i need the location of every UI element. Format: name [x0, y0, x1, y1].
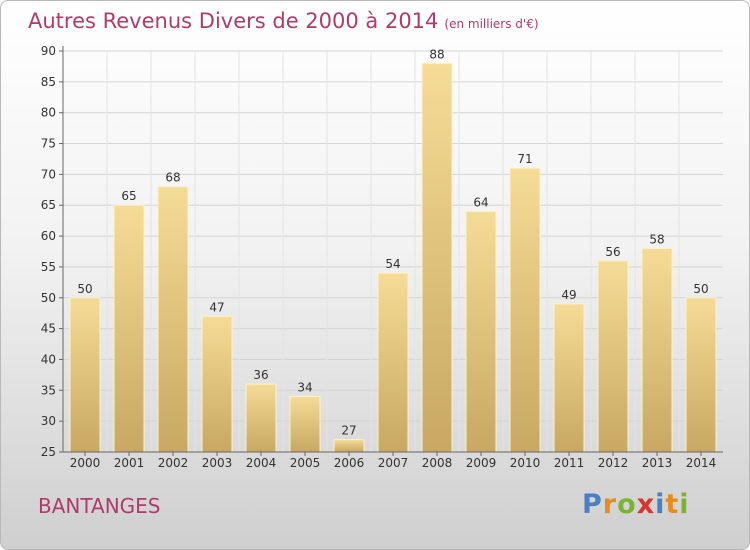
data-label-2013: 58: [649, 232, 664, 246]
y-tick-label: 25: [41, 445, 56, 459]
bar-2014: [685, 297, 717, 453]
data-label-2000: 50: [77, 282, 92, 296]
bar-2002: [157, 186, 189, 453]
x-tick-label-2013: 2013: [642, 456, 673, 470]
data-label-2014: 50: [693, 282, 708, 296]
x-tick-label-2006: 2006: [334, 456, 365, 470]
y-tick-label: 60: [41, 229, 56, 243]
data-label-2011: 49: [561, 288, 576, 302]
y-tick-label: 90: [41, 44, 56, 58]
y-tick-label: 30: [41, 414, 56, 428]
x-tick-label-2009: 2009: [466, 456, 497, 470]
bar-2010: [509, 167, 541, 453]
x-tick-label-2001: 2001: [114, 456, 145, 470]
x-tick-label-2007: 2007: [378, 456, 409, 470]
y-tick-label: 70: [41, 167, 56, 181]
logo-letter: P: [582, 489, 603, 520]
bar-2012: [597, 260, 629, 453]
y-tick-label: 75: [41, 137, 56, 151]
data-label-2006: 27: [341, 424, 356, 438]
logo-letter: t: [665, 489, 680, 520]
chart-title: Autres Revenus Divers de 2000 à 2014 (en …: [28, 9, 539, 33]
data-label-2009: 64: [473, 195, 488, 209]
commune-name: BANTANGES: [38, 494, 161, 518]
bar-2004: [245, 383, 277, 453]
y-tick-label: 50: [41, 291, 56, 305]
data-labels: 50 65 68 47 36 34 27 54 88 64 71 49 56 58 50: [77, 47, 708, 437]
y-tick-label: 85: [41, 75, 56, 89]
x-tick-label-2014: 2014: [686, 456, 717, 470]
x-tick-label-2005: 2005: [290, 456, 321, 470]
bar-2001: [113, 204, 145, 453]
bar-2005: [289, 395, 321, 453]
bar-2006: [333, 439, 365, 453]
data-label-2001: 65: [121, 189, 136, 203]
x-tick-label-2000: 2000: [70, 456, 101, 470]
x-tick-label-2008: 2008: [422, 456, 453, 470]
chart-title-text: Autres Revenus Divers de 2000 à 2014: [28, 9, 439, 33]
data-label-2002: 68: [165, 171, 180, 185]
bar-2003: [201, 315, 233, 453]
x-tick-label-2012: 2012: [598, 456, 629, 470]
logo-letter: x: [636, 489, 656, 520]
logo-letter: i: [679, 489, 690, 520]
data-label-2005: 34: [297, 380, 312, 394]
x-tick-label-2002: 2002: [158, 456, 189, 470]
logo-letter: r: [602, 489, 618, 520]
bar-2000: [69, 297, 101, 453]
bars: [69, 62, 717, 453]
y-tick-label: 35: [41, 383, 56, 397]
y-tick-label: 80: [41, 106, 56, 120]
data-label-2012: 56: [605, 245, 620, 259]
chart-subtitle: (en milliers d'€): [444, 17, 539, 31]
y-tick-label: 45: [41, 322, 56, 336]
x-tick-label-2010: 2010: [510, 456, 541, 470]
x-tick-label-2003: 2003: [202, 456, 233, 470]
bar-2013: [641, 247, 673, 453]
data-label-2003: 47: [209, 300, 224, 314]
bar-2011: [553, 303, 585, 453]
y-tick-label: 65: [41, 198, 56, 212]
bar-2008: [421, 62, 453, 453]
x-tick-label-2004: 2004: [246, 456, 277, 470]
bar-2009: [465, 210, 497, 453]
x-tick-label-2011: 2011: [554, 456, 585, 470]
axes: 25 30 35 40 45 50 55 60 65 70 75 80 85 90 2000 2001 2002…: [41, 44, 723, 470]
logo-letter: i: [655, 489, 666, 520]
data-label-2010: 71: [517, 152, 532, 166]
logo-letter: o: [617, 489, 637, 520]
y-tick-label: 55: [41, 260, 56, 274]
bar-2007: [377, 272, 409, 453]
y-tick-label: 40: [41, 352, 56, 366]
data-label-2004: 36: [253, 368, 268, 382]
data-label-2008: 88: [429, 47, 444, 61]
proxiti-logo: Proxiti: [582, 489, 690, 520]
data-label-2007: 54: [385, 257, 400, 271]
